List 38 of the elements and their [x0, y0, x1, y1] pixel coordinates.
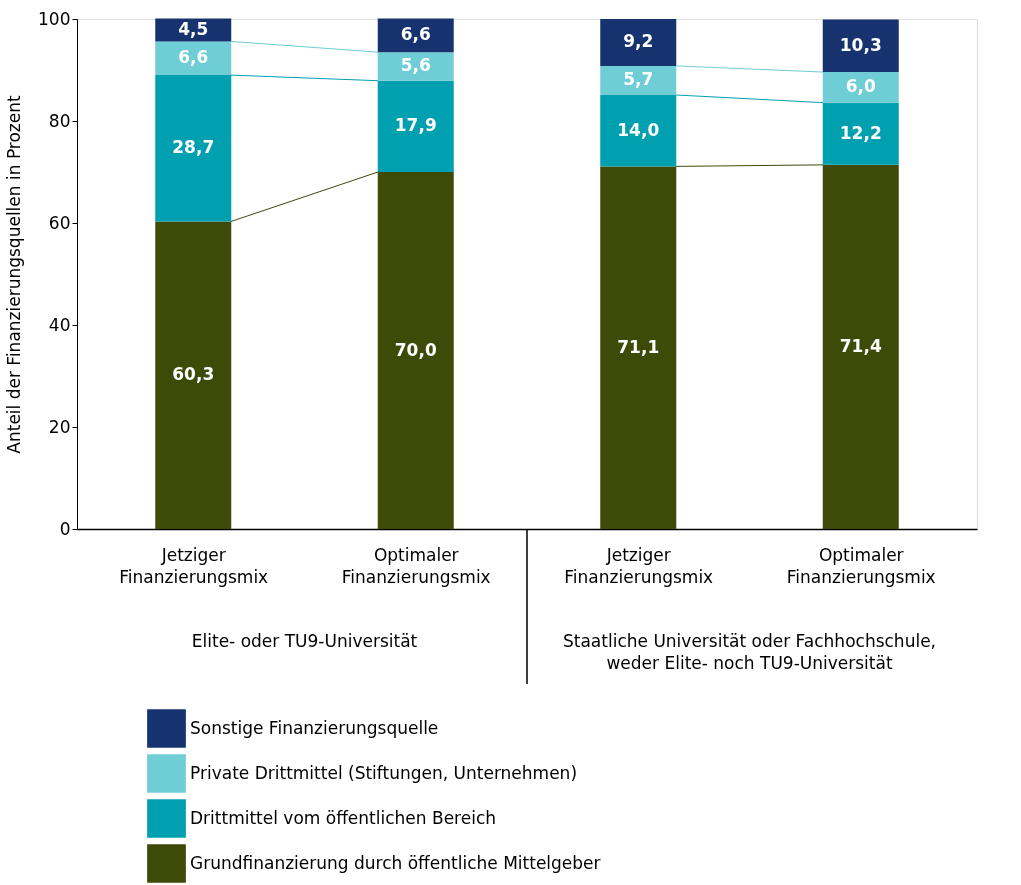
legend-label: Grundfinanzierung durch öffentliche Mittelgeber [190, 852, 601, 873]
y-tick-label: 20 [48, 416, 71, 437]
data-label: 6,0 [845, 76, 876, 97]
x-tick-label: Jetziger Finanzierungsmix [119, 544, 269, 587]
bar [822, 19, 899, 73]
y-tick-label: 100 [38, 8, 71, 29]
y-tick-label: 60 [48, 212, 71, 233]
data-label: 5,7 [623, 69, 654, 90]
x-tick-label: Optimaler Finanzierungsmix [341, 544, 491, 587]
y-tick-label: 0 [59, 518, 71, 539]
text: Staatliche Universität oder Fachhochschule, weder Elite- noch TU9-Universität [562, 631, 937, 673]
bar [822, 102, 899, 165]
bar [377, 80, 454, 172]
bar [377, 18, 454, 53]
data-label: 10,3 [839, 34, 882, 55]
legend-label: Drittmittel vom öffentlichen Bereich [190, 807, 497, 828]
data-label: 71,4 [839, 335, 882, 356]
legend-label: Private Drittmittel (Stiftungen, Unternehmen) [190, 762, 578, 783]
data-label: 6,6 [178, 47, 209, 68]
y-axis-title: Anteil der Finanzierungsquellen in Prozent [4, 95, 25, 454]
data-label: 28,7 [172, 137, 215, 158]
legend-label: Sonstige Finanzierungsquelle [190, 717, 439, 738]
data-label: 70,0 [394, 339, 437, 360]
x-tick-label: Jetziger Finanzierungsmix [564, 544, 714, 587]
data-label: 5,6 [400, 55, 431, 76]
data-label: 4,5 [178, 18, 209, 39]
y-tick-label: 40 [48, 314, 71, 335]
data-label: 14,0 [617, 119, 660, 140]
data-label: 71,1 [617, 336, 660, 357]
data-label: 12,2 [839, 122, 882, 143]
bar [600, 19, 677, 66]
data-label: 6,6 [400, 24, 431, 45]
x-tick-label: Optimaler Finanzierungsmix [786, 544, 936, 587]
text: Elite- oder TU9-Universität [191, 631, 418, 651]
data-label: 17,9 [394, 115, 437, 136]
data-label: 60,3 [172, 364, 215, 385]
data-label: 9,2 [623, 31, 654, 52]
y-tick-label: 80 [48, 110, 71, 131]
